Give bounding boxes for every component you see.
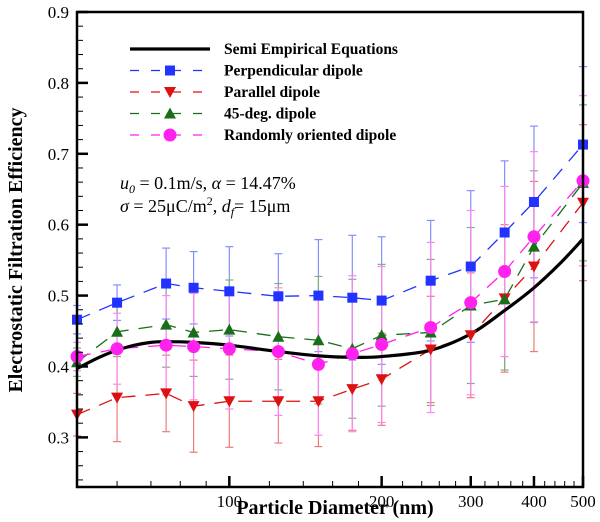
x-tick-label: 100 [217, 492, 243, 511]
perpendicular-dipole-point [313, 290, 324, 301]
series-markers [70, 139, 590, 421]
legend-label-parallel-dipole: Parallel dipole [224, 84, 320, 101]
annotation-line-2: σ = 25μC/m2, df= 15μm [120, 194, 290, 219]
legend-label-randomly-oriented-dipole: Randomly oriented dipole [224, 127, 396, 144]
randomly-oriented-dipole-point [271, 345, 285, 359]
x-tick-label: 500 [570, 492, 596, 511]
45-deg-dipole-point [272, 330, 285, 342]
parallel-dipole-point [111, 392, 124, 404]
perpendicular-dipole-point [273, 291, 284, 302]
parallel-dipole-point [223, 396, 236, 408]
perpendicular-dipole-point [376, 295, 387, 306]
x-axis: 100 200 300 400 500 [116, 476, 596, 511]
y-tick-label: 0.6 [48, 216, 69, 235]
randomly-oriented-dipole-point [187, 340, 201, 354]
45-deg-dipole-point [160, 318, 173, 330]
y-tick-label: 0.4 [48, 357, 70, 376]
legend-marker-randomly-oriented-dipole [163, 128, 177, 142]
legend: Semi Empirical Equations Perpendicular di… [130, 41, 398, 144]
y-axis-title: Electrostatic Filtration Efficiency [5, 107, 27, 392]
perpendicular-dipole-point [188, 282, 199, 293]
legend-label-45-deg-dipole: 45-deg. dipole [224, 106, 316, 123]
perpendicular-dipole-point [465, 261, 476, 272]
randomly-oriented-dipole-point [311, 357, 325, 371]
randomly-oriented-dipole-point [375, 338, 389, 351]
45-deg-dipole-point [527, 240, 540, 252]
y-tick-label: 0.3 [48, 428, 69, 447]
parallel-dipole-point [346, 384, 359, 396]
randomly-oriented-dipole-point [345, 347, 359, 361]
parallel-dipole-point [160, 388, 173, 400]
parallel-dipole-point [375, 374, 388, 386]
randomly-oriented-dipole-point [159, 338, 173, 352]
perpendicular-dipole-point [499, 227, 510, 238]
y-tick-label: 0.9 [48, 3, 69, 22]
parallel-dipole-point [424, 344, 437, 356]
legend-label-semi-empirical-equations: Semi Empirical Equations [224, 41, 398, 58]
perpendicular-dipole-point [224, 286, 235, 297]
x-tick-label: 300 [458, 492, 484, 511]
y-tick-label: 0.8 [48, 74, 69, 93]
randomly-oriented-dipole-point [222, 342, 236, 356]
45-deg-dipole-point [312, 334, 325, 346]
perpendicular-dipole-point [347, 292, 358, 303]
annotation: u0 = 0.1m/s, α = 14.47% σ = 25μC/m2, df=… [120, 173, 296, 219]
parallel-dipole-point [527, 261, 540, 273]
y-axis: 0.3 0.4 0.5 0.6 0.7 0.8 0.9 [48, 3, 88, 481]
parallel-dipole-point [272, 396, 285, 408]
legend-label-perpendicular-dipole: Perpendicular dipole [224, 63, 363, 80]
45-deg-dipole-point [187, 326, 200, 338]
45-deg-dipole-point [111, 325, 124, 337]
parallel-dipole-line [76, 202, 584, 416]
45-deg-dipole-line [76, 182, 584, 363]
x-tick-label: 200 [369, 492, 395, 511]
perpendicular-dipole-point [112, 297, 123, 308]
y-tick-label: 0.5 [48, 287, 69, 306]
parallel-dipole-point [312, 396, 325, 408]
45-deg-dipole-point [375, 329, 388, 341]
randomly-oriented-dipole-point [527, 230, 541, 244]
45-deg-dipole-point [498, 293, 511, 305]
randomly-oriented-dipole-point [424, 320, 438, 334]
perpendicular-dipole-point [425, 275, 436, 286]
legend-marker-45-deg-dipole [164, 107, 176, 119]
randomly-oriented-dipole-point [464, 296, 478, 310]
perpendicular-dipole-point [528, 197, 539, 207]
randomly-oriented-dipole-point [110, 342, 124, 356]
randomly-oriented-dipole-point [498, 264, 512, 278]
semi-empirical-equations-line [76, 237, 585, 371]
45-deg-dipole-point [223, 323, 236, 335]
parallel-dipole-point [187, 401, 200, 413]
annotation-line-1: u0 = 0.1m/s, α = 14.47% [120, 173, 296, 196]
parallel-dipole-point [464, 330, 477, 342]
y-tick-label: 0.7 [48, 145, 70, 164]
x-tick-label: 400 [521, 492, 547, 511]
legend-marker-perpendicular-dipole [165, 65, 175, 76]
perpendicular-dipole-point [161, 278, 172, 289]
x-axis-title: Particle Diameter (nm) [236, 497, 433, 519]
legend-marker-parallel-dipole [164, 87, 176, 98]
plot-frame [75, 10, 585, 489]
